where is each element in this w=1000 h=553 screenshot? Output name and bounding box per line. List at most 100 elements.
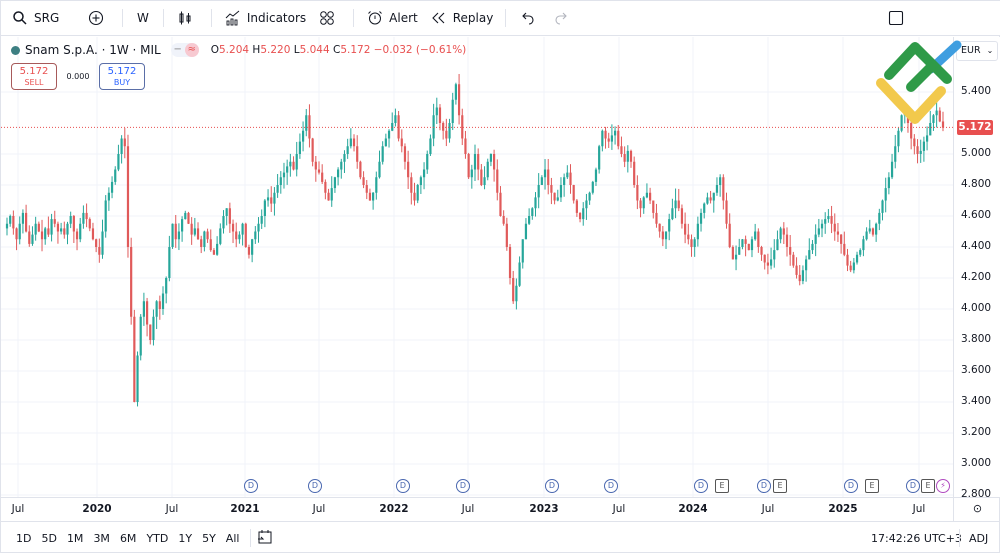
replay-label: Replay <box>452 11 494 25</box>
dividend-marker[interactable]: D <box>545 479 559 493</box>
alert-button[interactable]: Alert <box>360 1 424 36</box>
range-5y[interactable]: 5Y <box>202 531 216 545</box>
divider <box>210 9 212 27</box>
dividend-marker[interactable]: D <box>308 479 322 493</box>
dividend-marker[interactable]: D <box>694 479 708 493</box>
price-axis[interactable]: EUR ⌄ 5.400 5.000 4.800 4.600 4.400 4.200 4.00… <box>953 37 1000 500</box>
chart-pane[interactable] <box>1 37 953 497</box>
dividend-marker[interactable]: D <box>244 479 258 493</box>
time-tick-label: Jul <box>912 503 926 515</box>
dividend-marker[interactable]: D <box>604 479 618 493</box>
grid-icon <box>318 9 336 27</box>
undo-button[interactable] <box>512 1 547 36</box>
clock-time[interactable]: 17:42:26 UTC+3 <box>871 531 962 545</box>
price-tick-label: 3.600 <box>961 364 992 376</box>
divider <box>505 9 507 27</box>
top-toolbar: SRG W Indicators <box>1 1 1000 36</box>
range-6m[interactable]: 6M <box>119 531 137 545</box>
low-value: 5.044 <box>299 44 330 56</box>
range-1m[interactable]: 1M <box>66 531 84 545</box>
rewind-icon <box>430 9 448 27</box>
settings-icon: ⊙ <box>972 502 983 515</box>
time-tick-label: Jul <box>761 503 775 515</box>
ohlc-values: O5.204 H5.220 L5.044 C5.172 −0.032 (−0.6… <box>210 44 467 56</box>
undo-icon <box>518 9 536 27</box>
calendar-icon <box>258 530 272 544</box>
interval-button[interactable]: W <box>129 1 157 36</box>
dividend-marker[interactable]: D <box>456 479 470 493</box>
dividend-marker[interactable]: D <box>396 479 410 493</box>
axis-settings-button[interactable]: ⊙ <box>953 497 1000 521</box>
templates-button[interactable] <box>312 1 347 36</box>
price-tick-label: 3.200 <box>961 426 992 438</box>
time-tick-label: Jul <box>11 503 25 515</box>
range-all[interactable]: All <box>225 531 240 545</box>
split-marker[interactable]: ⚡ <box>936 479 950 493</box>
price-tick-label: 4.400 <box>961 240 992 252</box>
redo-button[interactable] <box>547 1 582 36</box>
open-value: 5.204 <box>219 44 250 56</box>
replay-button[interactable]: Replay <box>424 1 500 36</box>
time-tick-label: Jul <box>461 503 475 515</box>
candlestick-icon <box>176 9 194 27</box>
goto-date-button[interactable] <box>257 529 275 547</box>
time-tick-label: Jul <box>312 503 326 515</box>
range-buttons: 1D 5D 1M 3M 6M YTD 1Y 5Y All <box>1 532 244 545</box>
divider <box>250 529 252 547</box>
earnings-marker[interactable]: E <box>715 479 729 493</box>
brand-logo-icon <box>876 40 962 124</box>
minus-icon[interactable]: − <box>173 44 182 55</box>
price-tick-label: 4.800 <box>961 178 992 190</box>
range-1y[interactable]: 1Y <box>178 531 193 545</box>
divider <box>959 529 960 547</box>
buy-button[interactable]: 5.172 BUY <box>99 63 145 90</box>
chart-legend: Snam S.p.A. · 1W · MIL − ≈ O5.204 H5.220… <box>11 43 466 57</box>
approx-icon[interactable]: ≈ <box>184 43 199 57</box>
earnings-marker[interactable]: E <box>865 479 879 493</box>
symbol-title: Snam S.p.A. · 1W · MIL <box>25 43 161 57</box>
earnings-marker[interactable]: E <box>921 479 935 493</box>
time-tick-label: 2022 <box>379 503 409 515</box>
price-tick-label: 4.600 <box>961 209 992 221</box>
sell-label: SELL <box>24 78 44 87</box>
dividend-marker[interactable]: D <box>906 479 920 493</box>
symbol-search-button[interactable]: SRG <box>1 1 81 36</box>
chart-type-button[interactable] <box>170 1 205 36</box>
divider <box>353 9 355 27</box>
close-value: 5.172 <box>340 44 371 56</box>
buy-price: 5.172 <box>107 66 137 77</box>
indicators-icon <box>224 9 242 27</box>
compare-button[interactable] <box>81 1 116 36</box>
dividend-marker[interactable]: D <box>844 479 858 493</box>
interval-label: W <box>137 11 149 25</box>
range-ytd[interactable]: YTD <box>146 531 169 545</box>
time-tick-label: 2025 <box>828 503 858 515</box>
buy-label: BUY <box>113 78 131 87</box>
redo-icon <box>553 9 571 27</box>
divider <box>122 9 123 27</box>
range-3m[interactable]: 3M <box>93 531 110 545</box>
time-tick-label: Jul <box>165 503 179 515</box>
dividend-marker[interactable]: D <box>757 479 771 493</box>
adj-button[interactable]: ADJ <box>969 531 989 545</box>
visibility-toggle[interactable]: − ≈ <box>170 43 199 57</box>
current-price-label: 5.172 <box>957 120 993 135</box>
candlestick-chart[interactable] <box>1 37 953 497</box>
price-tick-label: 5.400 <box>961 85 992 97</box>
price-tick-label: 3.000 <box>961 457 992 469</box>
bottom-toolbar: 1D 5D 1M 3M 6M YTD 1Y 5Y All 17:42:26 UTC+3 ADJ <box>1 521 1000 553</box>
exchange-logo-icon <box>11 45 20 55</box>
price-tick-label: 3.800 <box>961 333 992 345</box>
sell-button[interactable]: 5.172 SELL <box>11 63 57 90</box>
spread-value: 0.000 <box>66 72 90 81</box>
alarm-clock-icon <box>366 9 384 27</box>
trade-panel: 5.172 SELL 0.000 5.172 BUY <box>11 63 145 90</box>
time-tick-label: Jul <box>612 503 626 515</box>
range-5d[interactable]: 5D <box>41 531 57 545</box>
range-1d[interactable]: 1D <box>16 531 32 545</box>
fullscreen-button[interactable] <box>881 1 916 36</box>
time-axis[interactable]: Jul 2020 Jul 2021 Jul 2022 Jul 2023 Jul 2024 Jul 20… <box>1 497 953 521</box>
earnings-marker[interactable]: E <box>773 479 787 493</box>
indicators-button[interactable]: Indicators <box>218 1 312 36</box>
